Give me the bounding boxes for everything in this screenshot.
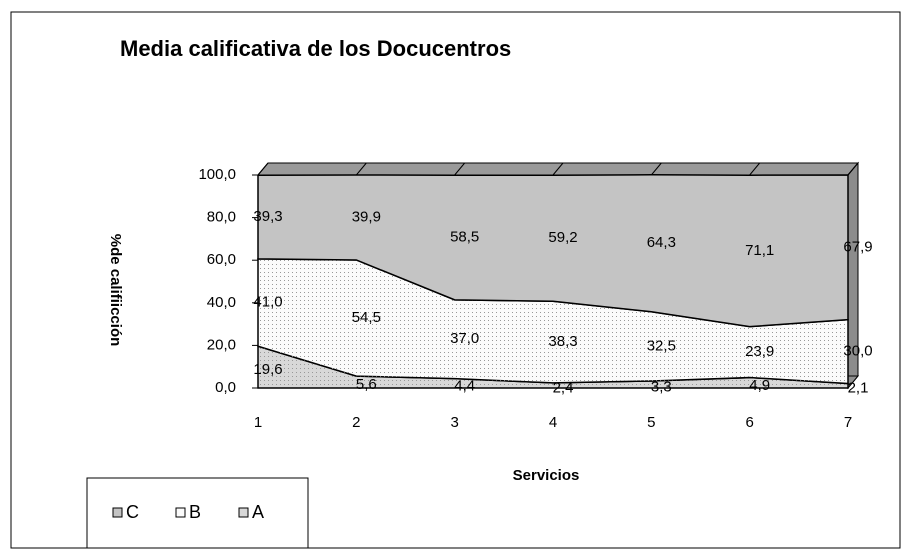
data-label: 30,0 — [843, 343, 872, 360]
x-tick-label: 7 — [844, 414, 852, 431]
data-label: 19,6 — [253, 361, 282, 378]
data-label: 32,5 — [647, 337, 676, 354]
top-divider — [454, 162, 466, 176]
data-label: 58,5 — [450, 228, 479, 245]
top-divider — [847, 162, 859, 176]
top-divider — [650, 162, 662, 176]
chart-title: Media calificativa de los Docucentros — [120, 36, 511, 61]
data-label: 23,9 — [745, 343, 774, 360]
legend-label: A — [252, 502, 264, 522]
data-label: 41,0 — [253, 294, 282, 311]
area-texture — [258, 258, 848, 384]
legend — [86, 477, 309, 549]
x-tick-label: 5 — [647, 414, 655, 431]
y-tick-label: 0,0 — [215, 379, 236, 396]
y-tick-label: 20,0 — [207, 336, 236, 353]
x-axis-title: Servicios — [513, 467, 580, 484]
x-tick-label: 1 — [254, 414, 262, 431]
top-divider — [749, 162, 761, 176]
data-label: 3,3 — [651, 378, 672, 395]
legend-label: B — [189, 502, 201, 522]
legend-label: C — [126, 502, 139, 522]
data-label: 64,3 — [647, 234, 676, 251]
x-tick-label: 4 — [549, 414, 557, 431]
data-label: 2,1 — [848, 380, 869, 397]
x-tick-label: 3 — [450, 414, 458, 431]
data-label: 4,9 — [749, 377, 770, 394]
legend-swatch — [175, 507, 186, 518]
data-label: 39,3 — [253, 208, 282, 225]
y-axis-title: %de califiicción — [107, 234, 124, 347]
data-label: 59,2 — [548, 229, 577, 246]
area-C — [257, 174, 849, 328]
data-label: 67,9 — [843, 238, 872, 255]
legend-swatch — [238, 507, 249, 518]
y-tick-label: 40,0 — [207, 294, 236, 311]
data-label: 54,5 — [352, 309, 381, 326]
y-tick-label: 80,0 — [207, 209, 236, 226]
y-tick-label: 100,0 — [198, 166, 236, 183]
data-label: 37,0 — [450, 330, 479, 347]
x-tick-label: 2 — [352, 414, 360, 431]
data-label: 39,9 — [352, 208, 381, 225]
data-label: 71,1 — [745, 242, 774, 259]
top-divider — [257, 162, 269, 176]
data-label: 2,4 — [553, 379, 574, 396]
legend-swatch — [112, 507, 123, 518]
top-divider — [355, 162, 367, 176]
y-tick-label: 60,0 — [207, 251, 236, 268]
data-label: 38,3 — [548, 333, 577, 350]
top-divider — [552, 162, 564, 176]
data-label: 5,6 — [356, 376, 377, 393]
data-label: 4,4 — [454, 377, 475, 394]
x-tick-label: 6 — [745, 414, 753, 431]
